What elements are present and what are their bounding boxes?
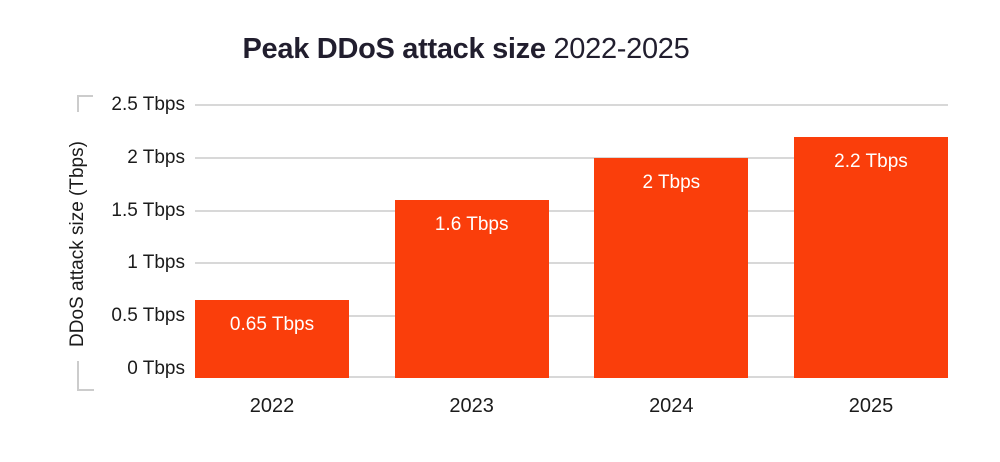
x-axis-label-2024: 2024: [649, 395, 694, 417]
bar-value-label-2025: 2.2 Tbps: [834, 150, 908, 172]
x-axis-labels: 2022 2023 2024 2025: [195, 395, 948, 418]
plot-area: 0.65 Tbps 1.6 Tbps 2 Tbps 2.2 Tbps: [195, 104, 948, 378]
chart-title-years: 2022-2025: [553, 33, 689, 65]
x-axis-label-2022: 2022: [249, 395, 295, 417]
bar-2025: 2.2 Tbps: [793, 136, 948, 378]
chart-title-main: Peak DDoS attack size: [242, 33, 546, 65]
x-axis-label-2023: 2023: [449, 395, 494, 417]
gridline-2.5: [195, 104, 948, 106]
y-tick-label-0.5: 0.5 Tbps: [111, 305, 185, 327]
gridline-1.5: [195, 209, 948, 212]
y-tick-label-2: 2 Tbps: [127, 146, 185, 168]
y-tick-label-2.5: 2.5 Tbps: [111, 94, 185, 115]
bar-value-label-2022: 0.65 Tbps: [229, 314, 315, 336]
y-axis-bracket-top: [77, 95, 93, 112]
gridline-0.5: [195, 315, 948, 318]
bars-row: 0.65 Tbps 1.6 Tbps 2 Tbps 2.2 Tbps: [195, 105, 948, 378]
y-tick-label-0: 0 Tbps: [127, 358, 185, 379]
bar-value-label-2024: 2 Tbps: [642, 171, 701, 193]
x-axis-baseline: [195, 376, 948, 378]
bar-value-label-2023: 1.6 Tbps: [434, 214, 509, 236]
bar-2023: 1.6 Tbps: [394, 200, 549, 378]
y-tick-label-1.5: 1.5 Tbps: [111, 199, 185, 221]
chart-title: Peak DDoS attack size 2022-2025: [0, 33, 932, 66]
x-axis-label-2025: 2025: [848, 395, 894, 417]
bar-2024: 2 Tbps: [594, 157, 749, 378]
gridline-2: [195, 156, 948, 159]
chart-title-years-text: 2022-2025: [553, 33, 690, 65]
y-axis-bracket-bottom: [77, 361, 94, 391]
y-tick-label-1: 1 Tbps: [127, 252, 185, 274]
bar-2022: 0.65 Tbps: [195, 300, 349, 378]
gridline-1: [195, 262, 948, 265]
